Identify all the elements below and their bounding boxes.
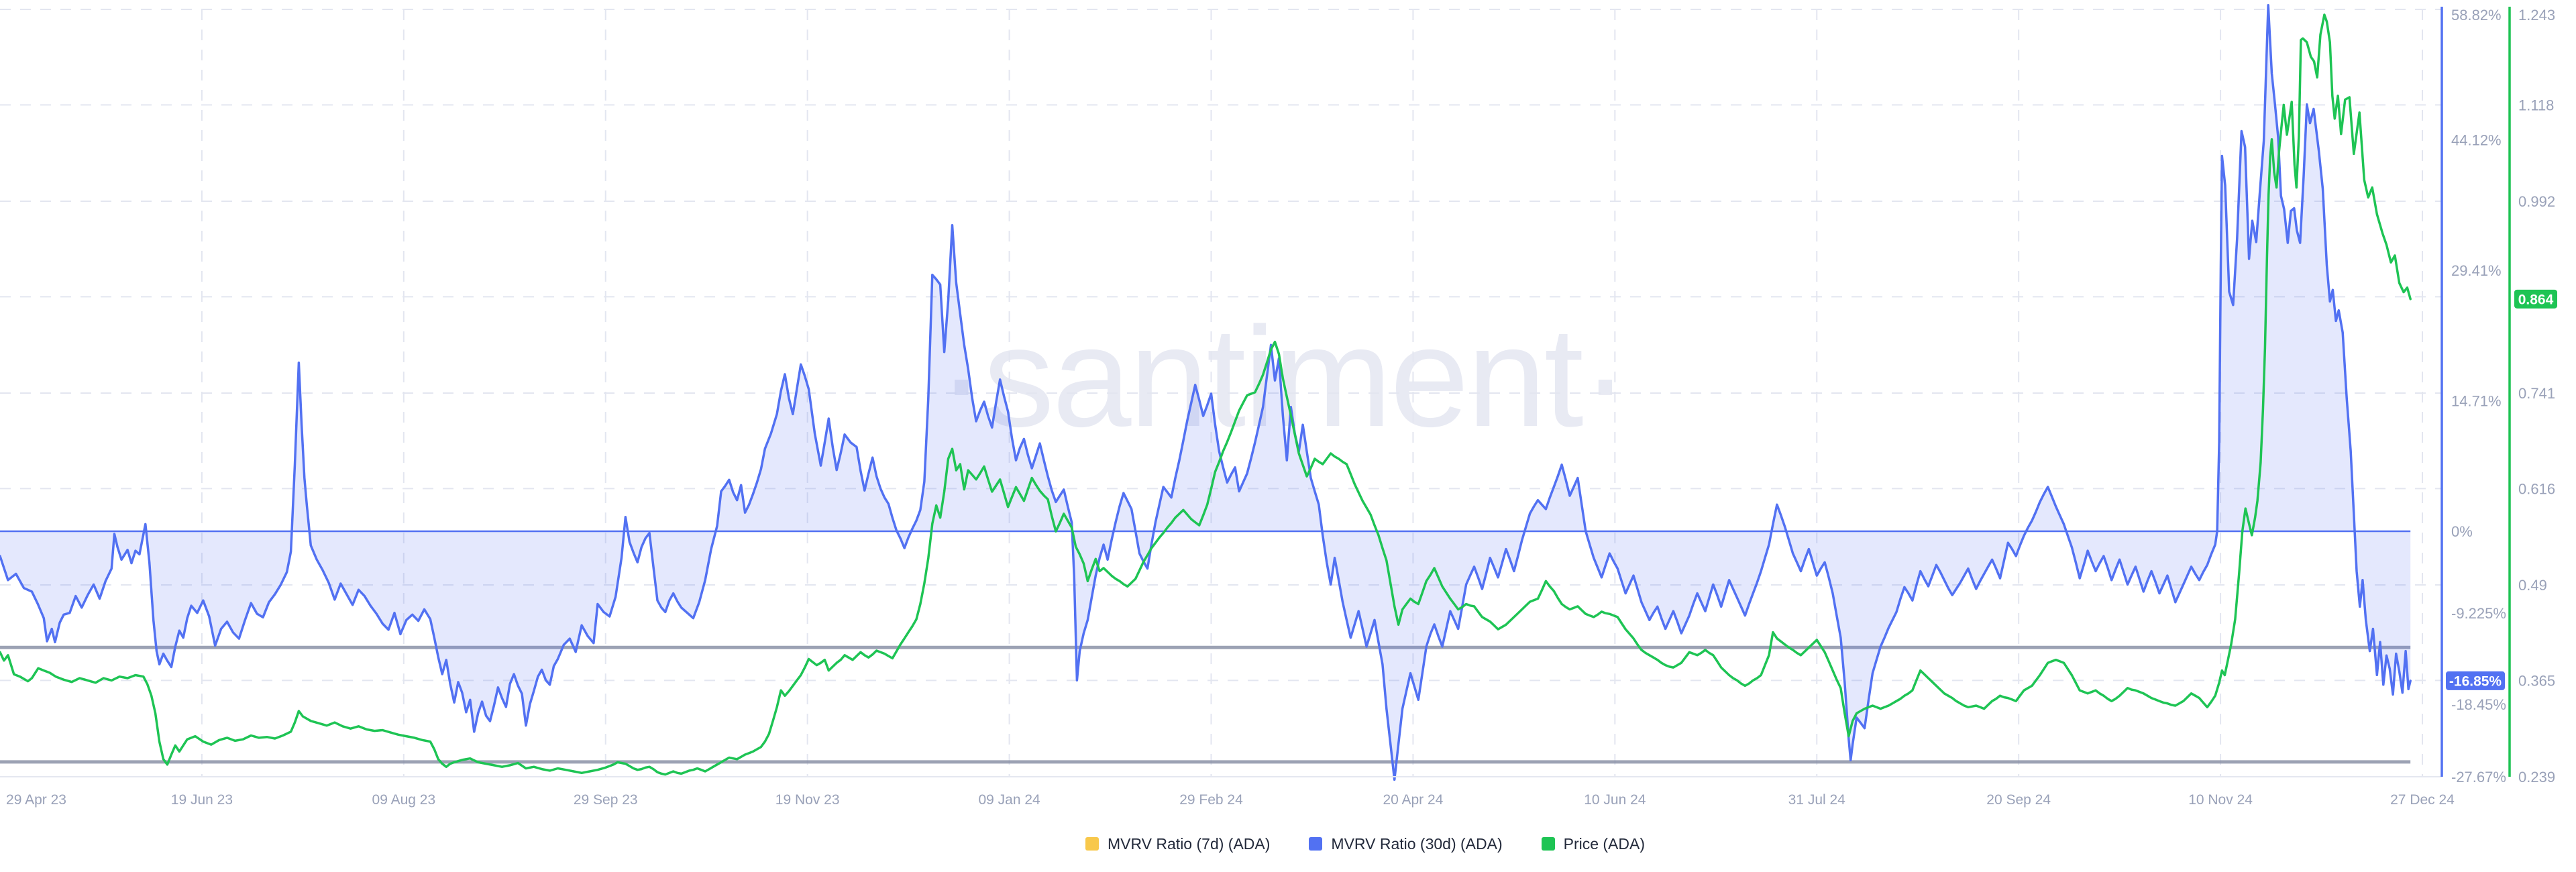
price-tick-label: 0.49 (2518, 577, 2547, 594)
mvrv-current-badge-text: -16.85% (2449, 673, 2502, 689)
legend-swatch (1541, 837, 1555, 851)
date-tick-label: 20 Sep 24 (1986, 792, 2051, 808)
percent-tick-label: 0% (2451, 523, 2473, 540)
price-tick-label: 0.239 (2518, 769, 2555, 785)
date-tick-label: 29 Apr 23 (6, 792, 66, 808)
date-tick-label: 29 Sep 23 (574, 792, 638, 808)
mvrv-current-badge (2446, 671, 2505, 690)
date-tick-label: 29 Feb 24 (1179, 792, 1243, 808)
price-current-badge-text: 0.864 (2518, 292, 2554, 307)
percent-tick-label: -27.67% (2451, 769, 2506, 785)
date-tick-label: 09 Jan 24 (978, 792, 1040, 808)
mvrv-30d-area (0, 5, 2411, 780)
date-tick-label: 27 Dec 24 (2390, 792, 2455, 808)
percent-tick-label: 44.12% (2451, 131, 2502, 148)
date-tick-label: 20 Apr 24 (1383, 792, 1443, 808)
legend-label: Price (ADA) (1563, 834, 1646, 853)
price-tick-label: 1.243 (2518, 7, 2555, 23)
date-tick-label: 19 Jun 23 (171, 792, 233, 808)
price-tick-label: 0.365 (2518, 672, 2555, 689)
percent-tick-label: -9.225% (2451, 605, 2506, 622)
date-tick-label: 19 Nov 23 (775, 792, 840, 808)
price-tick-label: 1.118 (2518, 97, 2554, 113)
percent-tick-label: -18.45% (2451, 696, 2506, 713)
legend-item-price-ada[interactable]: Price (ADA) (1541, 834, 1646, 853)
legend-swatch (1085, 837, 1099, 851)
price-tick-label: 0.616 (2518, 480, 2555, 497)
percent-tick-label: 14.71% (2451, 392, 2502, 409)
legend-item-mvrv-ratio-7d-ada[interactable]: MVRV Ratio (7d) (ADA) (1085, 835, 1270, 853)
date-tick-label: 10 Nov 24 (2188, 792, 2253, 808)
price-current-badge (2514, 289, 2557, 309)
legend-swatch (1309, 837, 1323, 851)
price-tick-label: 0.741 (2518, 385, 2555, 402)
legend-item-mvrv-ratio-30d-ada[interactable]: MVRV Ratio (30d) (ADA) (1309, 834, 1503, 853)
date-tick-label: 09 Aug 23 (372, 792, 436, 808)
legend-label: MVRV Ratio (30d) (ADA) (1331, 834, 1503, 853)
percent-tick-label: 29.41% (2451, 262, 2502, 279)
legend-label: MVRV Ratio (7d) (ADA) (1107, 834, 1271, 853)
date-tick-label: 10 Jun 24 (1584, 792, 1646, 808)
percent-tick-label: 58.82% (2451, 7, 2502, 23)
chart-legend: MVRV Ratio (7d) (ADA) MVRV Ratio (30d) (A… (77, 830, 2576, 857)
price-line (0, 13, 2412, 776)
date-tick-label: 31 Jul 24 (1788, 792, 1846, 808)
price-tick-label: 0.992 (2518, 193, 2555, 210)
